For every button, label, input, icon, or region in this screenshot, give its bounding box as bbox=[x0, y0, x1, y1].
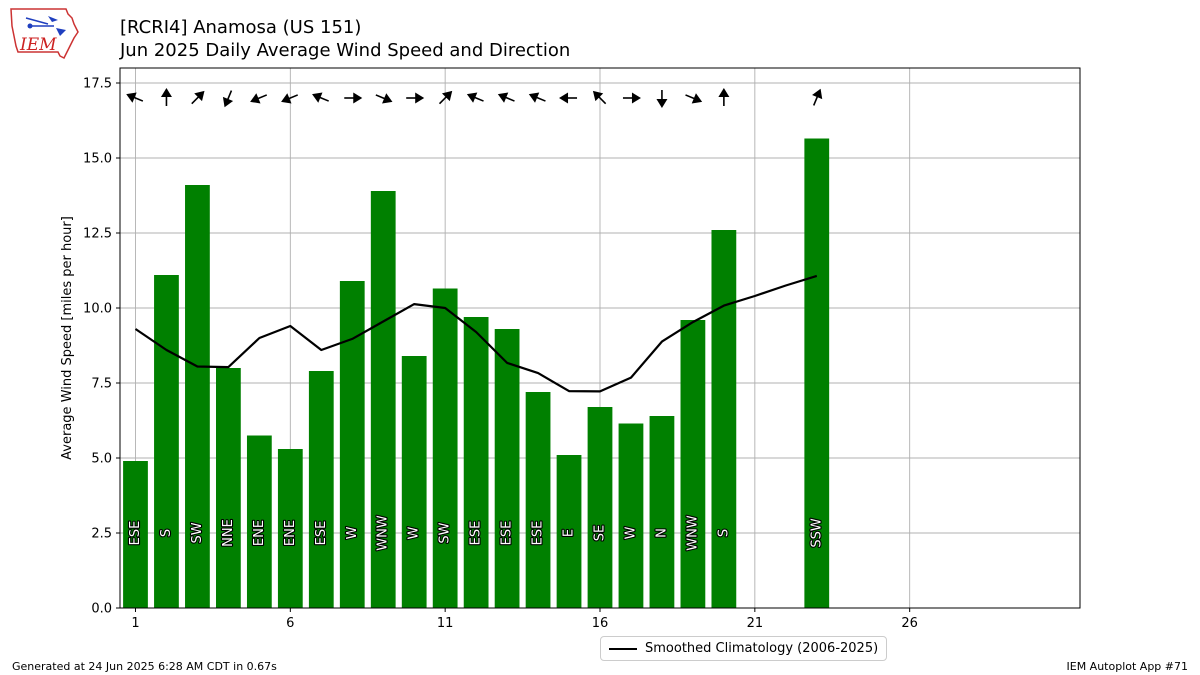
direction-label: ESE bbox=[314, 521, 329, 546]
y-tick-label: 10.0 bbox=[83, 302, 112, 317]
direction-labels: ESE S SW NNE ENE ENE ESE W WNW W SW ESE ESE ESE E SE W N W… bbox=[127, 514, 825, 552]
wind-direction-arrow bbox=[222, 90, 234, 108]
wind-direction-arrow bbox=[406, 92, 425, 104]
x-tick-label: 16 bbox=[592, 616, 609, 631]
wind-direction-arrow bbox=[312, 92, 329, 103]
wind-speed-bar bbox=[185, 185, 210, 608]
wind-direction-arrow bbox=[592, 90, 607, 105]
wind-speed-bar bbox=[123, 461, 148, 608]
y-tick-label: 7.5 bbox=[91, 377, 112, 392]
direction-label: ESE bbox=[500, 521, 515, 546]
wind-speed-bar bbox=[463, 317, 489, 608]
direction-label: E bbox=[562, 529, 577, 537]
wind-speed-bar bbox=[246, 435, 272, 608]
wind-speed-bar bbox=[556, 455, 582, 608]
wind-direction-arrow bbox=[622, 92, 641, 104]
y-tick-label: 15.0 bbox=[83, 152, 112, 167]
wind-direction-arrow bbox=[191, 90, 205, 105]
direction-label: ESE bbox=[469, 521, 484, 546]
direction-label: ENE bbox=[283, 520, 298, 546]
y-tick-label: 0.0 bbox=[91, 602, 112, 617]
x-tick-label: 21 bbox=[747, 616, 764, 631]
wind-speed-bar bbox=[432, 288, 458, 608]
wind-speed-bar bbox=[804, 138, 830, 608]
wind-direction-arrow bbox=[466, 92, 484, 103]
chart-subtitle: Jun 2025 Daily Average Wind Speed and Di… bbox=[120, 40, 571, 61]
direction-label: SW bbox=[190, 522, 205, 543]
wind-direction-arrow bbox=[250, 93, 268, 104]
wind-speed-bar bbox=[277, 449, 303, 608]
wind-speed-bar bbox=[618, 423, 644, 608]
climatology-line bbox=[134, 274, 818, 393]
wind-speed-bar bbox=[587, 407, 613, 608]
wind-direction-arrow bbox=[718, 88, 730, 106]
y-axis-label: Average Wind Speed [miles per hour] bbox=[60, 216, 75, 460]
wind-speed-bar bbox=[401, 356, 427, 608]
wind-speed-bar bbox=[711, 230, 737, 608]
direction-label: ESE bbox=[128, 521, 143, 546]
y-tick-label: 17.5 bbox=[83, 77, 112, 92]
direction-label: WNW bbox=[376, 515, 391, 551]
wind-direction-arrow bbox=[685, 93, 703, 104]
wind-direction-arrow bbox=[160, 88, 172, 106]
x-tick-label: 11 bbox=[437, 616, 454, 631]
x-tick-label: 6 bbox=[286, 616, 294, 631]
legend-label: Smoothed Climatology (2006-2025) bbox=[645, 641, 879, 656]
y-tick-label: 12.5 bbox=[83, 227, 112, 242]
y-tick-label: 5.0 bbox=[91, 452, 112, 467]
direction-label: W bbox=[407, 526, 422, 539]
direction-label: S bbox=[159, 529, 174, 537]
wind-direction-arrow bbox=[497, 92, 515, 103]
wind-speed-bar bbox=[370, 191, 396, 608]
wind-direction-arrow bbox=[656, 90, 668, 108]
wind-speed-bar bbox=[154, 275, 179, 608]
wind-direction-arrow bbox=[559, 92, 578, 104]
wind-speed-bar bbox=[216, 368, 241, 608]
wind-direction-arrow bbox=[375, 93, 393, 104]
wind-speed-bar bbox=[308, 371, 334, 608]
svg-text:IEM: IEM bbox=[19, 35, 57, 55]
app-footer: IEM Autoplot App #71 bbox=[1066, 660, 1189, 673]
direction-label: WNW bbox=[685, 515, 700, 551]
wind-speed-bar bbox=[525, 392, 551, 608]
direction-label: S bbox=[716, 529, 731, 537]
climatology-layer bbox=[134, 274, 818, 393]
wind-direction-arrow bbox=[344, 92, 363, 104]
legend: Smoothed Climatology (2006-2025) bbox=[600, 636, 888, 661]
wind-speed-bar bbox=[494, 329, 520, 608]
legend-line-swatch bbox=[609, 647, 637, 650]
axis-ticks: 1 6 11 16 21 260.02.55.07.510.012.515.017.5 bbox=[83, 77, 918, 632]
direction-arrows bbox=[126, 88, 823, 108]
generated-footer: Generated at 24 Jun 2025 6:28 AM CDT in … bbox=[12, 660, 277, 673]
y-tick-label: 2.5 bbox=[91, 527, 112, 542]
direction-label: SW bbox=[438, 522, 453, 543]
wind-speed-bar bbox=[680, 320, 706, 608]
direction-label: NNE bbox=[221, 519, 236, 547]
direction-label: W bbox=[345, 526, 360, 539]
wind-speed-bar bbox=[339, 281, 365, 608]
wind-direction-arrow bbox=[126, 92, 144, 103]
wind-direction-arrow bbox=[281, 93, 299, 104]
wind-direction-arrow bbox=[812, 88, 823, 106]
x-tick-label: 1 bbox=[131, 616, 139, 631]
wind-direction-arrow bbox=[528, 92, 546, 103]
direction-label: ESE bbox=[531, 521, 546, 546]
x-tick-label: 26 bbox=[901, 616, 918, 631]
iem-logo: IEM bbox=[10, 8, 79, 60]
wind-direction-arrow bbox=[438, 90, 453, 105]
direction-label: N bbox=[654, 528, 669, 538]
wind-speed-bar bbox=[649, 416, 675, 608]
direction-label: ENE bbox=[252, 520, 267, 546]
direction-label: SE bbox=[593, 525, 608, 541]
direction-label: W bbox=[623, 526, 638, 539]
chart-title: [RCRI4] Anamosa (US 151) bbox=[120, 17, 362, 38]
direction-label: SSW bbox=[809, 518, 824, 548]
